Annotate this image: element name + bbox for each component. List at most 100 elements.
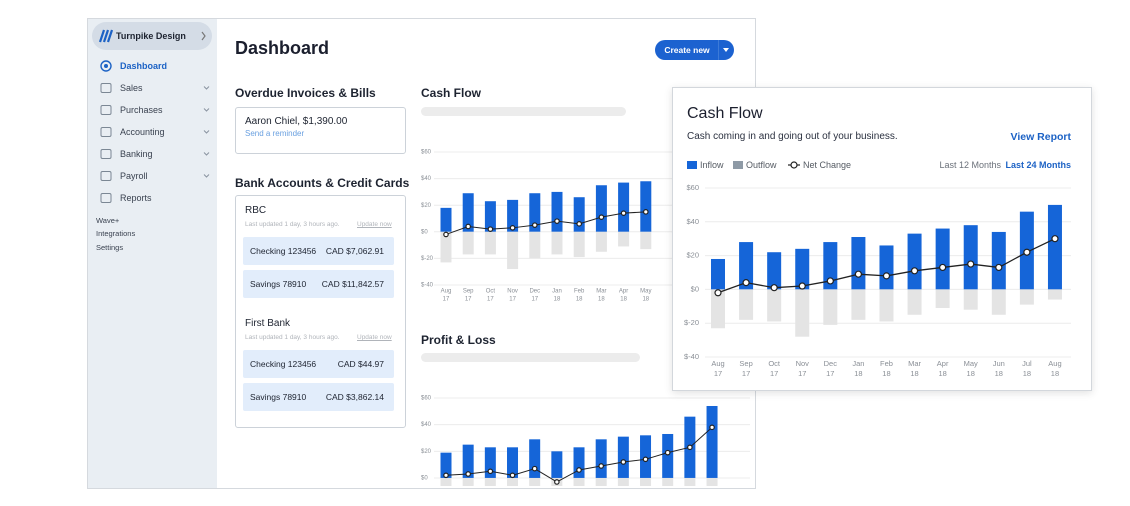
bar (907, 289, 922, 315)
nav-item[interactable]: Payroll (120, 170, 148, 181)
brand-switcher[interactable] (92, 22, 212, 50)
net-change-point (554, 479, 560, 485)
app-content: $60 $40 $20 $0 $-20 $-40 Aug 17 Sep 17 Oct 17 Nov 17 D… (88, 19, 755, 488)
bar (963, 289, 978, 310)
x-tick-label: Jan (852, 359, 864, 368)
bar (440, 207, 452, 232)
invoice-item: Aaron Chiel, $1,390.00 (245, 116, 348, 127)
bar (484, 231, 496, 255)
range-option[interactable]: Last 12 Months (939, 159, 1001, 170)
nav-item[interactable]: Dashboard (120, 60, 168, 71)
section-title: Overdue Invoices & Bills (235, 85, 376, 100)
bar (573, 447, 585, 478)
range-option[interactable]: Last 24 Months (1005, 159, 1071, 170)
nav-item[interactable]: Accounting (120, 126, 165, 137)
bar (823, 242, 838, 290)
y-tick-label: $40 (686, 217, 699, 226)
net-change-point (465, 471, 471, 477)
account-name: Savings 78910 (250, 391, 307, 402)
x-tick-label: Jul (1022, 359, 1032, 368)
bar (618, 182, 630, 232)
create-button-label[interactable]: Create new (664, 44, 710, 55)
x-tick-label: 18 (882, 369, 890, 378)
x-tick-label: Sep (739, 359, 752, 368)
account-row[interactable] (243, 383, 394, 411)
nav-item[interactable]: Banking (120, 148, 153, 159)
nav-extra[interactable]: Integrations (96, 229, 136, 238)
legend-swatch (687, 161, 697, 169)
bar (706, 405, 718, 478)
x-tick-label: 18 (620, 297, 627, 303)
nav-item[interactable]: Purchases (120, 104, 163, 115)
reminder-link[interactable]: Send a reminder (245, 129, 305, 139)
bar (617, 477, 629, 486)
x-tick-label: 18 (854, 369, 862, 378)
view-report-link[interactable]: View Report (1010, 130, 1072, 143)
x-tick-label: Sep (463, 289, 474, 295)
bar (595, 185, 607, 232)
last-updated: Last updated 1 day, 3 hours ago. (245, 221, 340, 229)
net-change-point (576, 221, 583, 227)
bar (617, 436, 629, 478)
bar (662, 477, 674, 486)
account-row[interactable] (243, 237, 394, 265)
net-change-point (910, 267, 919, 275)
net-change-point (770, 284, 778, 292)
app-window: $60 $40 $20 $0 $-20 $-40 Aug 17 Sep 17 Oct 17 Nov 17 D… (87, 18, 756, 489)
bar (595, 477, 607, 486)
bar (462, 444, 474, 478)
bar (879, 289, 894, 322)
nav-item[interactable]: Sales (120, 82, 143, 93)
x-tick-label: Apr (619, 289, 628, 295)
update-link[interactable]: Update now (357, 221, 392, 229)
nav-extra[interactable]: Wave+ (96, 215, 120, 225)
bar (963, 225, 978, 290)
bar (440, 452, 452, 478)
x-tick-label: 17 (714, 369, 722, 378)
x-tick-label: 18 (554, 297, 561, 303)
panel-content: $60 $40 $20 $0 $-20 $-40 Aug 17 Sep 17 Oct 17 Nov 17 D… (673, 88, 1091, 390)
nav-extra[interactable]: Settings (96, 242, 124, 252)
bar (851, 289, 866, 320)
cash-flow-chart: $60$40$20$0$-20$-40Aug17Sep17Oct17Nov17D… (684, 161, 1071, 378)
bar (595, 231, 607, 252)
net-change-point (939, 263, 947, 272)
update-link[interactable]: Update now (357, 334, 392, 342)
y-tick-label: $0 (421, 229, 428, 235)
nav-item[interactable]: Reports (120, 192, 152, 203)
bar (507, 447, 519, 478)
net-change-point (509, 472, 516, 479)
account-balance: CAD $3,862.14 (325, 391, 384, 402)
x-tick-label: Apr (937, 359, 949, 368)
net-change-point (709, 424, 715, 431)
x-tick-label: 18 (598, 297, 605, 303)
x-tick-label: Mar (908, 359, 921, 368)
x-tick-label: 17 (826, 369, 834, 378)
nav-icon (100, 127, 112, 137)
bar (879, 245, 894, 290)
account-row[interactable] (243, 350, 394, 378)
net-change-point (642, 456, 649, 463)
legend-swatch (733, 161, 743, 169)
bar (991, 231, 1006, 290)
bar (991, 289, 1006, 315)
bar (529, 477, 541, 486)
x-tick-label: 17 (531, 297, 538, 303)
net-change-point (443, 472, 449, 479)
create-button[interactable] (655, 40, 718, 60)
net-change-point (995, 263, 1003, 272)
bar (640, 181, 652, 232)
x-tick-label: 18 (1023, 369, 1031, 378)
x-tick-label: Feb (880, 359, 893, 368)
bar (507, 199, 519, 232)
chevron (203, 130, 210, 134)
chevron (203, 174, 210, 178)
account-row[interactable] (243, 270, 394, 298)
y-tick-label: $-40 (684, 352, 699, 361)
bar (573, 197, 585, 232)
x-tick-label: Nov (796, 359, 810, 368)
section-title: Profit & Loss (421, 332, 496, 347)
bar (706, 477, 718, 486)
bar (551, 231, 563, 255)
bar (711, 289, 725, 329)
